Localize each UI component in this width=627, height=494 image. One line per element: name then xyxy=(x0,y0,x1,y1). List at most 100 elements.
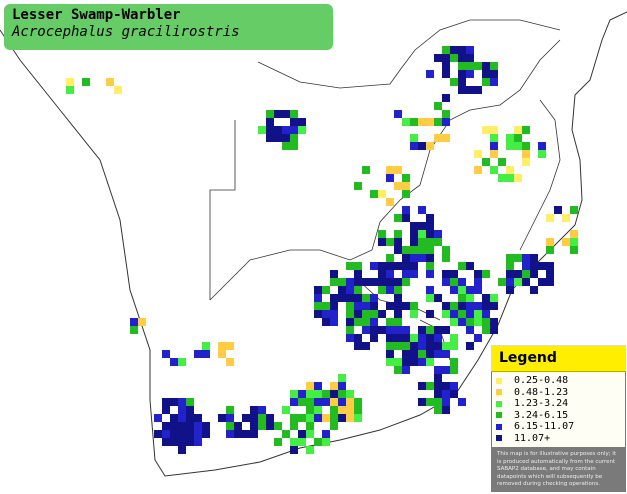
grid-cell xyxy=(338,374,346,382)
grid-cell xyxy=(442,342,450,350)
grid-cell xyxy=(226,342,234,350)
grid-cell xyxy=(178,358,186,366)
grid-cell xyxy=(426,270,434,278)
grid-cell xyxy=(434,406,442,414)
grid-cell xyxy=(490,142,498,150)
grid-cell xyxy=(378,310,386,318)
grid-cell xyxy=(314,302,322,310)
grid-cell xyxy=(466,70,474,78)
grid-cell xyxy=(394,262,402,270)
grid-cell xyxy=(466,62,474,70)
grid-cell xyxy=(442,110,450,118)
grid-cell xyxy=(82,78,90,86)
grid-cell xyxy=(394,182,402,190)
grid-cell xyxy=(402,174,410,182)
grid-cell xyxy=(250,414,258,422)
grid-cell xyxy=(290,422,298,430)
grid-cell xyxy=(178,430,186,438)
grid-cell xyxy=(402,326,410,334)
legend-item: 0.48-1.23 xyxy=(492,387,625,399)
grid-cell xyxy=(426,246,434,254)
grid-cell xyxy=(346,286,354,294)
grid-cell xyxy=(242,414,250,422)
grid-cell xyxy=(426,358,434,366)
grid-cell xyxy=(426,342,434,350)
grid-cell xyxy=(258,414,266,422)
grid-cell xyxy=(514,134,522,142)
grid-cell xyxy=(314,390,322,398)
grid-cell xyxy=(354,182,362,190)
grid-cell xyxy=(570,246,578,254)
grid-cell xyxy=(202,422,210,430)
grid-cell xyxy=(434,350,442,358)
grid-cell xyxy=(426,382,434,390)
grid-cell xyxy=(362,318,370,326)
grid-cell xyxy=(386,326,394,334)
grid-cell xyxy=(394,214,402,222)
grid-cell xyxy=(474,62,482,70)
grid-cell xyxy=(386,254,394,262)
grid-cell xyxy=(346,318,354,326)
grid-cell xyxy=(394,334,402,342)
grid-cell xyxy=(362,310,370,318)
legend-panel: Legend 0.25-0.48 0.48-1.23 1.23-3.24 3.2… xyxy=(491,345,626,492)
grid-cell xyxy=(426,350,434,358)
grid-cell xyxy=(474,166,482,174)
grid-cell xyxy=(418,350,426,358)
grid-cell xyxy=(338,398,346,406)
grid-cell xyxy=(306,398,314,406)
grid-cell xyxy=(170,398,178,406)
grid-cell xyxy=(282,430,290,438)
grid-cell xyxy=(466,86,474,94)
grid-cell xyxy=(162,430,170,438)
grid-cell xyxy=(482,270,490,278)
grid-cell xyxy=(458,46,466,54)
grid-cell xyxy=(218,350,226,358)
grid-cell xyxy=(194,438,202,446)
grid-cell xyxy=(330,318,338,326)
grid-cell xyxy=(290,446,298,454)
grid-cell xyxy=(434,326,442,334)
grid-cell xyxy=(506,286,514,294)
grid-cell xyxy=(402,278,410,286)
grid-cell xyxy=(306,406,314,414)
grid-cell xyxy=(346,302,354,310)
grid-cell xyxy=(194,430,202,438)
grid-cell xyxy=(410,142,418,150)
grid-cell xyxy=(458,78,466,86)
grid-cell xyxy=(250,422,258,430)
grid-cell xyxy=(322,310,330,318)
grid-cell xyxy=(394,166,402,174)
grid-cell xyxy=(458,70,466,78)
grid-cell xyxy=(410,246,418,254)
grid-cell xyxy=(450,334,458,342)
grid-cell xyxy=(418,254,426,262)
grid-cell xyxy=(458,286,466,294)
grid-cell xyxy=(490,126,498,134)
grid-cell xyxy=(162,350,170,358)
sighting-cells xyxy=(66,46,578,454)
grid-cell xyxy=(418,206,426,214)
grid-cell xyxy=(418,246,426,254)
grid-cell xyxy=(338,278,346,286)
grid-cell xyxy=(394,286,402,294)
grid-cell xyxy=(482,126,490,134)
grid-cell xyxy=(474,150,482,158)
grid-cell xyxy=(434,54,442,62)
grid-cell xyxy=(162,438,170,446)
grid-cell xyxy=(498,158,506,166)
grid-cell xyxy=(474,318,482,326)
legend-swatch-icon xyxy=(496,435,502,442)
grid-cell xyxy=(474,302,482,310)
grid-cell xyxy=(250,430,258,438)
grid-cell xyxy=(426,230,434,238)
grid-cell xyxy=(410,350,418,358)
grid-cell xyxy=(330,406,338,414)
grid-cell xyxy=(322,398,330,406)
legend-swatch-icon xyxy=(496,423,502,430)
grid-cell xyxy=(458,318,466,326)
grid-cell xyxy=(458,86,466,94)
legend-item-label: 1.23-3.24 xyxy=(514,398,569,410)
grid-cell xyxy=(346,326,354,334)
grid-cell xyxy=(402,366,410,374)
